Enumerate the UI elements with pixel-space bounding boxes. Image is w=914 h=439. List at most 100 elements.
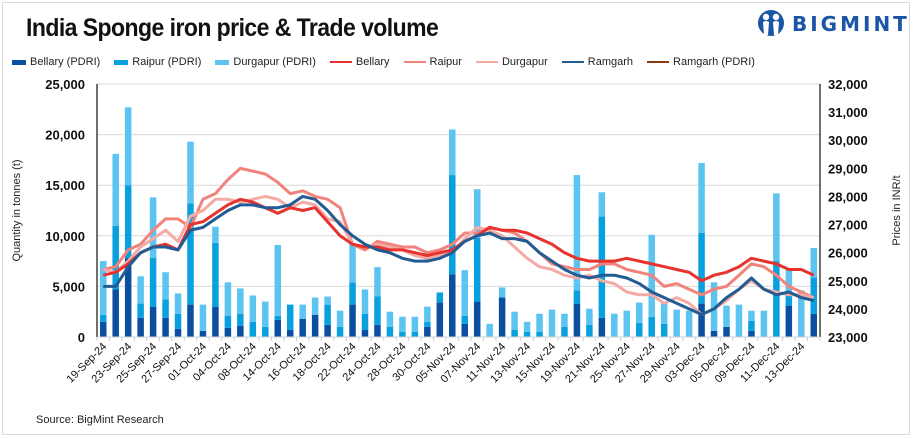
bar-durgapur-pdri bbox=[698, 162, 705, 233]
legend-swatch bbox=[12, 59, 26, 65]
bar-bellary-pdri bbox=[187, 304, 194, 337]
brand-logo: BIGMINT bbox=[756, 8, 910, 40]
bar-raipur-pdri bbox=[573, 290, 581, 304]
y-tick-label: 20,000 bbox=[45, 128, 85, 143]
bar-raipur-pdri bbox=[112, 225, 119, 290]
bar-durgapur-pdri bbox=[99, 261, 107, 315]
bar-raipur-pdri bbox=[773, 261, 780, 337]
bar-durgapur-pdri bbox=[785, 268, 793, 293]
bar-durgapur-pdri bbox=[735, 304, 743, 337]
bar-durgapur-pdri bbox=[336, 310, 344, 327]
bar-bellary-pdri bbox=[311, 314, 319, 337]
bar-bellary-pdri bbox=[212, 306, 219, 337]
legend-label: Bellary bbox=[355, 56, 390, 68]
bar-bellary-pdri bbox=[374, 324, 381, 337]
bar-bellary-pdri bbox=[237, 325, 244, 337]
y2-tick-label: 28,000 bbox=[828, 189, 868, 204]
bar-durgapur-pdri bbox=[660, 301, 668, 324]
bar-durgapur-pdri bbox=[723, 305, 730, 327]
bar-raipur-pdri bbox=[399, 331, 406, 337]
bar-durgapur-pdri bbox=[673, 309, 680, 337]
bar-raipur-pdri bbox=[124, 185, 132, 259]
bar-bellary-pdri bbox=[274, 319, 281, 337]
y-tick-label: 15,000 bbox=[45, 178, 85, 193]
legend-swatch bbox=[329, 61, 352, 63]
bar-raipur-pdri bbox=[212, 242, 219, 307]
bar-durgapur-pdri bbox=[187, 141, 194, 204]
bar-durgapur-pdri bbox=[810, 247, 818, 278]
legend-swatch bbox=[215, 59, 230, 65]
bar-raipur-pdri bbox=[473, 237, 481, 302]
bar-raipur-pdri bbox=[598, 216, 606, 318]
bar-raipur-pdri bbox=[137, 303, 144, 318]
bar-bellary-pdri bbox=[573, 303, 581, 337]
legend-item: Raipur (PDRI) bbox=[114, 56, 201, 68]
legend-item: Bellary bbox=[329, 56, 390, 68]
legend-swatch bbox=[561, 61, 584, 63]
bar-raipur-pdri bbox=[99, 314, 107, 322]
bar-raipur-pdri bbox=[586, 324, 593, 337]
chart-plot: 0 5,000 10,000 15,000 20,000 25,000 23,000 24,0… bbox=[11, 77, 903, 385]
chart-legend: Bellary (PDRI) Raipur (PDRI) Durgapur (PDR… bbox=[12, 56, 769, 68]
bar-bellary-pdri bbox=[137, 317, 144, 337]
bar-bellary-pdri bbox=[162, 317, 169, 337]
bar-raipur-pdri bbox=[748, 320, 755, 331]
bar-durgapur-pdri bbox=[411, 316, 419, 332]
bar-bellary-pdri bbox=[598, 317, 606, 337]
line-raipur bbox=[102, 166, 815, 299]
bar-raipur-pdri bbox=[436, 292, 444, 303]
bar-durgapur-pdri bbox=[399, 316, 406, 332]
bar-durgapur-pdri bbox=[349, 243, 356, 283]
bar-durgapur-pdri bbox=[361, 289, 369, 314]
legend-item: Raipur bbox=[403, 56, 462, 68]
bar-durgapur-pdri bbox=[212, 226, 219, 243]
bar-durgapur-pdri bbox=[424, 306, 431, 322]
legend-label: Raipur bbox=[429, 56, 462, 68]
bar-durgapur-pdri bbox=[174, 293, 182, 314]
bar-raipur-pdri bbox=[361, 313, 369, 330]
bar-durgapur-pdri bbox=[498, 287, 506, 298]
bar-raipur-pdri bbox=[785, 292, 793, 306]
bar-durgapur-pdri bbox=[299, 304, 306, 319]
y2-tick-label: 32,000 bbox=[828, 77, 868, 92]
bar-raipur-pdri bbox=[660, 323, 668, 337]
legend-label: Durgapur bbox=[501, 56, 548, 68]
bar-durgapur-pdri bbox=[199, 304, 207, 331]
y-tick-label: 5,000 bbox=[52, 279, 85, 294]
bar-durgapur-pdri bbox=[598, 192, 606, 217]
bar-raipur-pdri bbox=[536, 331, 543, 337]
legend-swatch bbox=[403, 61, 426, 63]
bar-raipur-pdri bbox=[374, 296, 381, 325]
bar-durgapur-pdri bbox=[137, 276, 144, 304]
bar-durgapur-pdri bbox=[486, 323, 493, 337]
y2-axis-title: Prices in INR/t bbox=[891, 175, 903, 245]
bar-bellary-pdri bbox=[473, 301, 481, 337]
bar-durgapur-pdri bbox=[710, 282, 718, 331]
bar-bellary-pdri bbox=[174, 328, 182, 337]
bar-durgapur-pdri bbox=[449, 129, 456, 176]
bar-raipur-pdri bbox=[411, 331, 419, 337]
bar-durgapur-pdri bbox=[461, 270, 468, 316]
bar-durgapur-pdri bbox=[237, 288, 244, 314]
bar-bellary-pdri bbox=[698, 303, 705, 337]
legend-item: Durgapur bbox=[475, 56, 548, 68]
bar-raipur-pdri bbox=[336, 326, 344, 337]
bar-durgapur-pdri bbox=[473, 189, 481, 238]
legend-label: Ramgarh bbox=[587, 56, 634, 68]
bar-durgapur-pdri bbox=[611, 313, 618, 337]
bar-durgapur-pdri bbox=[561, 313, 568, 327]
bar-raipur-pdri bbox=[187, 203, 194, 305]
bar-durgapur-pdri bbox=[798, 290, 805, 337]
bar-bellary-pdri bbox=[449, 274, 456, 337]
bar-durgapur-pdri bbox=[374, 267, 381, 297]
source-note: Source: BigMint Research bbox=[36, 414, 164, 426]
bar-durgapur-pdri bbox=[249, 295, 257, 322]
bar-durgapur-pdri bbox=[149, 197, 157, 259]
bar-raipur-pdri bbox=[349, 282, 356, 305]
bar-raipur-pdri bbox=[237, 313, 244, 326]
bar-raipur-pdri bbox=[149, 258, 157, 307]
bar-bellary-pdri bbox=[710, 330, 718, 337]
bar-bellary-pdri bbox=[299, 318, 306, 337]
legend-swatch bbox=[114, 59, 129, 65]
bar-durgapur-pdri bbox=[262, 301, 269, 327]
